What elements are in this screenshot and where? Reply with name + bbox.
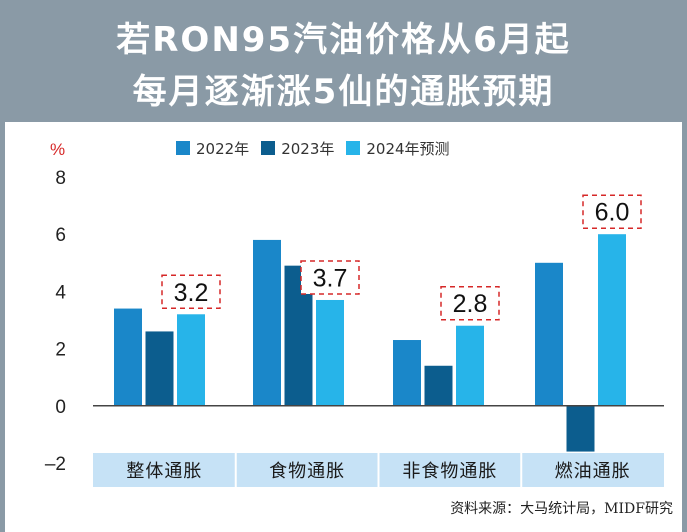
frame-border-left — [0, 122, 5, 532]
bar-2023 — [424, 365, 453, 406]
bar-2024-forecast — [316, 299, 344, 406]
bar-2024-forecast — [456, 325, 484, 406]
category-label: 整体通胀 — [126, 461, 202, 482]
y-tick-label: 8 — [55, 168, 66, 189]
bar-2022 — [253, 239, 281, 406]
annotation-label: 3.7 — [313, 264, 348, 292]
annotation-label: 6.0 — [595, 199, 630, 227]
legend-label-2022: 2022年 — [196, 139, 250, 158]
y-axis-unit-label: % — [50, 140, 66, 159]
legend-item-2024-forecast: 2024年预测 — [346, 138, 450, 159]
bar-2022 — [114, 308, 142, 406]
legend-label-2024-forecast: 2024年预测 — [366, 139, 450, 158]
bar-2022 — [393, 340, 421, 406]
y-tick-label: 2 — [55, 340, 66, 361]
category-label: 燃油通胀 — [555, 461, 631, 482]
bar-2024-forecast — [598, 234, 626, 406]
annotation-label: 2.8 — [453, 290, 488, 318]
annotation-box — [582, 194, 642, 229]
legend-label-2023: 2023年 — [281, 139, 335, 158]
y-tick-label: 0 — [55, 397, 66, 418]
annotation-box — [440, 285, 500, 321]
frame-border-right — [682, 122, 687, 532]
bar-2024-forecast — [177, 314, 205, 406]
category-label: 食物通胀 — [269, 461, 345, 482]
bar-2023 — [145, 331, 174, 406]
legend-swatch-2023 — [261, 141, 276, 155]
legend-item-2023: 2023年 — [261, 138, 334, 159]
y-tick-label: 6 — [55, 225, 66, 246]
legend: 2022年 2023年 2024年预测 — [176, 138, 462, 158]
y-tick-label: –2 — [45, 454, 66, 475]
legend-swatch-2022 — [176, 141, 190, 155]
source-note: 资料来源：大马统计局，MIDF研究 — [450, 501, 673, 517]
category-label: 非食物通胀 — [402, 461, 497, 482]
title-band: 若RON95汽油价格从6月起 每月逐渐涨5仙的通胀预期 — [0, 0, 687, 122]
bar-2023 — [566, 405, 595, 452]
legend-item-2022: 2022年 — [176, 138, 249, 159]
annotation-box — [300, 260, 360, 295]
y-tick-label: 4 — [55, 282, 66, 303]
annotation-box — [161, 274, 221, 310]
legend-swatch-2024-forecast — [346, 141, 361, 155]
annotation-label: 3.2 — [174, 279, 209, 307]
bar-2022 — [535, 262, 563, 406]
chart-title-line-1: 若RON95汽油价格从6月起 — [116, 20, 571, 60]
chart-title-line-2: 每月逐渐涨5仙的通胀预期 — [132, 72, 555, 112]
